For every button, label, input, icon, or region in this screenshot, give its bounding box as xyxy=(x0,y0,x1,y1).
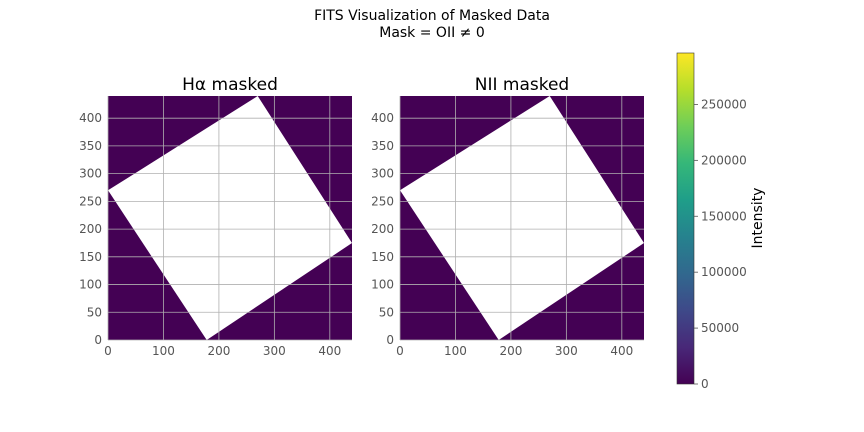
y-tick-label: 250 xyxy=(371,194,394,208)
y-tick-label: 350 xyxy=(371,139,394,153)
y-tick-label: 150 xyxy=(79,250,102,264)
colorbar-tick-label: 50000 xyxy=(701,321,739,335)
y-tick-label: 50 xyxy=(379,305,394,319)
x-tick-label: 100 xyxy=(444,344,467,358)
colorbar-ticks: 0 50000 100000 150000 200000 250000 xyxy=(694,97,747,391)
y-tick-label: 50 xyxy=(87,305,102,319)
x-tick-label: 100 xyxy=(152,344,175,358)
colorbar-frame xyxy=(676,52,695,385)
y-tick-label: 400 xyxy=(79,111,102,125)
colorbar-tick-label: 250000 xyxy=(701,97,747,111)
unmasked-region xyxy=(400,96,644,340)
x-tick-label: 0 xyxy=(104,344,112,358)
y-tick-label: 200 xyxy=(371,222,394,236)
colorbar-tick-label: 200000 xyxy=(701,153,747,167)
y-tick-label: 250 xyxy=(79,194,102,208)
x-tick-label: 200 xyxy=(207,344,230,358)
colorbar-tick-label: 150000 xyxy=(701,209,747,223)
y-tick-label: 0 xyxy=(94,333,102,347)
y-tick-label: 300 xyxy=(371,167,394,181)
y-tick-label: 350 xyxy=(79,139,102,153)
x-tick-label: 0 xyxy=(396,344,404,358)
y-tick-label: 150 xyxy=(371,250,394,264)
colorbar-tick-label: 0 xyxy=(701,377,709,391)
y-tick-label: 100 xyxy=(371,278,394,292)
colorbar: 0 50000 100000 150000 200000 250000 Intensity xyxy=(676,52,766,391)
panel-nii: NII masked 0 100 200 300 400 0 50 100 150 200 250 3… xyxy=(371,75,644,358)
figure-subtitle: Mask = OII ≠ 0 xyxy=(379,25,485,41)
y-tick-label: 0 xyxy=(386,333,394,347)
x-tick-label: 400 xyxy=(318,344,341,358)
unmasked-region xyxy=(108,96,352,340)
panel-halpha: Hα masked 0 100 200 300 400 0 50 100 150 200 250 30… xyxy=(79,75,352,358)
panel-title-nii: NII masked xyxy=(475,75,569,95)
colorbar-tick-label: 100000 xyxy=(701,265,747,279)
colorbar-label: Intensity xyxy=(750,188,766,249)
panel-title-halpha: Hα masked xyxy=(182,75,278,95)
x-tick-label: 300 xyxy=(555,344,578,358)
x-tick-label: 400 xyxy=(610,344,633,358)
y-tick-label: 200 xyxy=(79,222,102,236)
x-tick-label: 200 xyxy=(499,344,522,358)
x-tick-label: 300 xyxy=(263,344,286,358)
y-tick-label: 300 xyxy=(79,167,102,181)
figure-title: FITS Visualization of Masked Data xyxy=(314,8,550,24)
y-tick-label: 400 xyxy=(371,111,394,125)
colorbar-gradient xyxy=(677,53,694,384)
y-tick-label: 100 xyxy=(79,278,102,292)
